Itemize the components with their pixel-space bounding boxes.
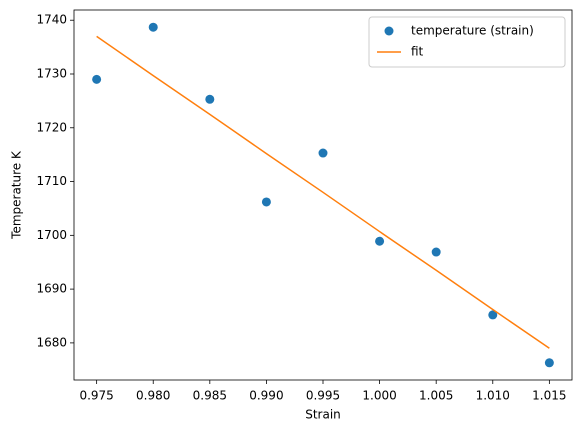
x-tick-label: 0.975 <box>79 389 113 403</box>
data-point <box>92 74 102 84</box>
data-point <box>205 94 215 104</box>
x-tick-label: 1.015 <box>532 389 566 403</box>
x-tick-label: 0.990 <box>249 389 283 403</box>
y-tick-label: 1680 <box>36 335 67 349</box>
x-tick-label: 1.005 <box>419 389 453 403</box>
data-point <box>261 197 271 207</box>
y-tick-label: 1730 <box>36 66 67 80</box>
y-tick-label: 1710 <box>36 174 67 188</box>
x-tick-label: 1.010 <box>476 389 510 403</box>
data-point <box>148 22 158 32</box>
y-tick-label: 1690 <box>36 282 67 296</box>
x-tick-label: 0.980 <box>136 389 170 403</box>
x-tick-label: 0.995 <box>306 389 340 403</box>
legend-label: fit <box>411 45 424 59</box>
y-tick-label: 1720 <box>36 120 67 134</box>
legend-marker <box>384 26 394 36</box>
data-point <box>318 148 328 158</box>
y-tick-label: 1740 <box>36 13 67 27</box>
x-axis-label: Strain <box>305 408 341 422</box>
data-point <box>431 247 441 257</box>
data-point <box>544 358 554 368</box>
x-tick-label: 1.000 <box>362 389 396 403</box>
plot-frame <box>73 9 573 381</box>
data-point <box>488 310 498 320</box>
legend-box <box>368 16 566 68</box>
y-axis-label: Temperature K <box>10 150 24 240</box>
x-tick-label: 0.985 <box>193 389 227 403</box>
fit-line <box>96 35 550 349</box>
legend-label: temperature (strain) <box>411 24 534 38</box>
y-tick-label: 1700 <box>36 228 67 242</box>
data-point <box>375 236 385 246</box>
